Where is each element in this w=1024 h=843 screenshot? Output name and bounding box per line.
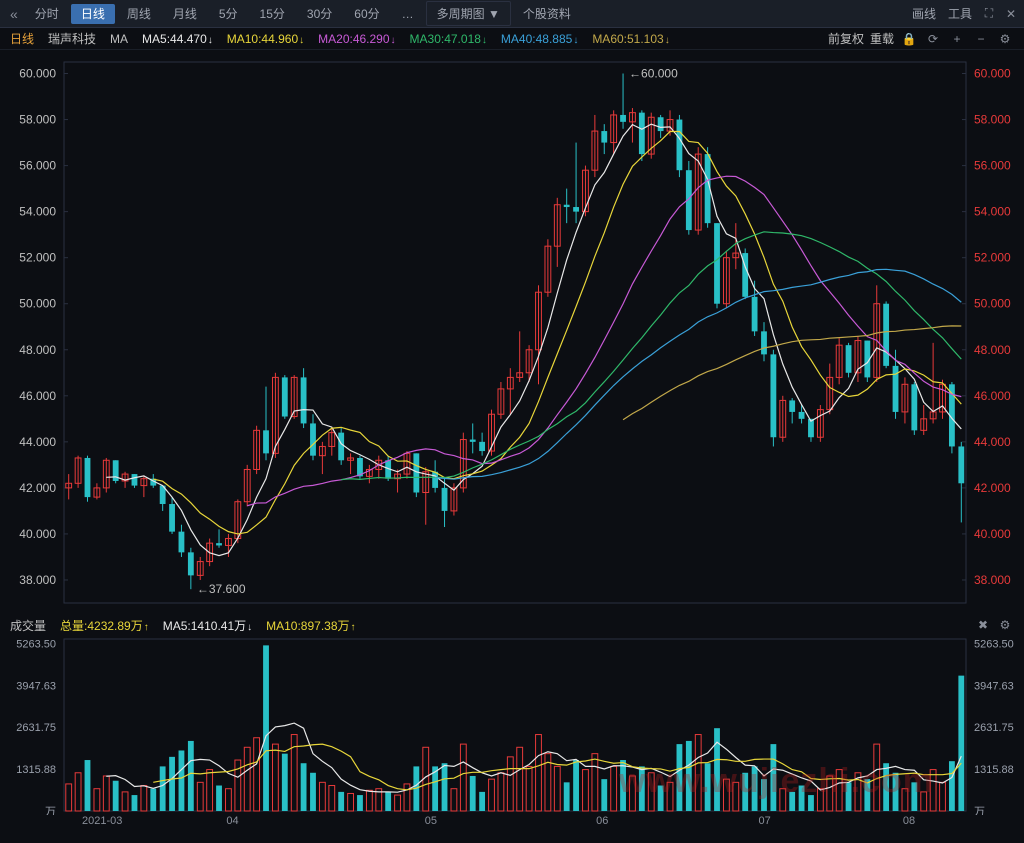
period-tab-1[interactable]: 日线 bbox=[71, 4, 115, 24]
fullscreen-icon[interactable]: ⛶ bbox=[980, 5, 998, 23]
ma30-value: MA30:47.018 bbox=[410, 32, 487, 46]
ma-label: MA bbox=[110, 32, 128, 46]
period-tab-7[interactable]: 60分 bbox=[344, 4, 389, 24]
svg-text:44.000: 44.000 bbox=[974, 435, 1011, 449]
svg-text:48.000: 48.000 bbox=[974, 343, 1011, 357]
svg-text:52.000: 52.000 bbox=[974, 251, 1011, 265]
volume-ma10: MA10:897.38万 bbox=[266, 617, 355, 634]
svg-text:48.000: 48.000 bbox=[19, 343, 56, 357]
svg-text:2631.75: 2631.75 bbox=[974, 722, 1014, 734]
svg-text:46.000: 46.000 bbox=[974, 389, 1011, 403]
svg-text:50.000: 50.000 bbox=[974, 297, 1011, 311]
stock-name: 瑞声科技 bbox=[48, 30, 96, 47]
ma20-value: MA20:46.290 bbox=[318, 32, 395, 46]
time-axis: 2021-03 04 05 06 07 08 bbox=[0, 815, 1024, 833]
svg-text:38.000: 38.000 bbox=[19, 573, 56, 587]
svg-text:52.000: 52.000 bbox=[19, 251, 56, 265]
period-toolbar: « 分时日线周线月线5分15分30分60分… 多周期图 ▼ 个股资料 画线 工具… bbox=[0, 0, 1024, 28]
svg-text:←37.600: ←37.600 bbox=[197, 582, 246, 596]
svg-text:60.000: 60.000 bbox=[19, 67, 56, 81]
xaxis-tick: 05 bbox=[425, 815, 437, 827]
svg-text:58.000: 58.000 bbox=[974, 113, 1011, 127]
close-icon[interactable]: ✕ bbox=[1002, 5, 1020, 23]
volume-chart[interactable]: 万 万 1315.88 1315.88 2631.75 2631.75 3947.63 394… bbox=[0, 635, 1024, 815]
svg-text:万: 万 bbox=[974, 806, 985, 815]
svg-text:56.000: 56.000 bbox=[19, 159, 56, 173]
reload-button[interactable]: 重载 bbox=[870, 30, 894, 47]
ma10-value: MA10:44.960 bbox=[227, 32, 304, 46]
period-tab-8[interactable]: … bbox=[392, 4, 424, 24]
svg-text:3947.63: 3947.63 bbox=[974, 680, 1014, 692]
multi-period-dropdown[interactable]: 多周期图 ▼ bbox=[426, 1, 511, 26]
svg-text:46.000: 46.000 bbox=[19, 389, 56, 403]
svg-text:54.000: 54.000 bbox=[19, 205, 56, 219]
zoom-out-icon[interactable]: − bbox=[972, 30, 990, 48]
indicator-info-bar: 日线 瑞声科技 MA MA5:44.470 MA10:44.960 MA20:4… bbox=[0, 28, 1024, 50]
svg-text:40.000: 40.000 bbox=[974, 527, 1011, 541]
svg-text:54.000: 54.000 bbox=[974, 205, 1011, 219]
period-tab-0[interactable]: 分时 bbox=[25, 4, 69, 24]
lock-icon[interactable]: 🔒 bbox=[900, 30, 918, 48]
svg-text:60.000: 60.000 bbox=[974, 67, 1011, 81]
price-adjust-label[interactable]: 前复权 bbox=[828, 30, 864, 47]
nav-back-icon[interactable]: « bbox=[4, 6, 24, 22]
xaxis-tick: 06 bbox=[596, 815, 608, 827]
xaxis-tick: 07 bbox=[759, 815, 771, 827]
xaxis-tick: 04 bbox=[226, 815, 238, 827]
kline-type-label: 日线 bbox=[10, 30, 34, 47]
ma60-value: MA60:51.103 bbox=[592, 32, 669, 46]
vol-close-icon[interactable]: ✖ bbox=[974, 616, 992, 634]
vol-settings-icon[interactable]: ⚙ bbox=[996, 616, 1014, 634]
tools-menu[interactable]: 工具 bbox=[944, 5, 976, 22]
volume-total: 总量:4232.89万 bbox=[60, 617, 149, 634]
svg-text:万: 万 bbox=[45, 806, 56, 815]
svg-text:38.000: 38.000 bbox=[974, 573, 1011, 587]
svg-text:56.000: 56.000 bbox=[974, 159, 1011, 173]
volume-info-bar: 成交量 总量:4232.89万 MA5:1410.41万 MA10:897.38… bbox=[0, 615, 1024, 635]
ma5-value: MA5:44.470 bbox=[142, 32, 213, 46]
period-tab-4[interactable]: 5分 bbox=[209, 4, 248, 24]
draw-tool[interactable]: 画线 bbox=[908, 5, 940, 22]
svg-text:←60.000: ←60.000 bbox=[629, 67, 678, 81]
svg-text:1315.88: 1315.88 bbox=[974, 764, 1014, 776]
period-tab-5[interactable]: 15分 bbox=[250, 4, 295, 24]
xaxis-tick: 2021-03 bbox=[82, 815, 122, 827]
svg-text:2631.75: 2631.75 bbox=[16, 722, 56, 734]
svg-text:58.000: 58.000 bbox=[19, 113, 56, 127]
svg-text:50.000: 50.000 bbox=[19, 297, 56, 311]
zoom-in-icon[interactable]: + bbox=[948, 30, 966, 48]
volume-ma5: MA5:1410.41万 bbox=[163, 617, 252, 634]
svg-text:42.000: 42.000 bbox=[19, 481, 56, 495]
svg-text:44.000: 44.000 bbox=[19, 435, 56, 449]
volume-label: 成交量 bbox=[10, 617, 46, 634]
refresh-icon[interactable]: ⟳ bbox=[924, 30, 942, 48]
svg-text:42.000: 42.000 bbox=[974, 481, 1011, 495]
svg-text:5263.50: 5263.50 bbox=[974, 638, 1014, 650]
svg-text:1315.88: 1315.88 bbox=[16, 764, 56, 776]
svg-text:3947.63: 3947.63 bbox=[16, 680, 56, 692]
ma40-value: MA40:48.885 bbox=[501, 32, 578, 46]
xaxis-tick: 08 bbox=[903, 815, 915, 827]
period-tab-2[interactable]: 周线 bbox=[117, 4, 161, 24]
settings-icon[interactable]: ⚙ bbox=[996, 30, 1014, 48]
svg-text:40.000: 40.000 bbox=[19, 527, 56, 541]
stock-info-button[interactable]: 个股资料 bbox=[513, 2, 581, 25]
price-chart[interactable]: 38.000 38.000 40.000 40.000 42.000 42.000 44.0… bbox=[0, 50, 1024, 615]
period-tab-3[interactable]: 月线 bbox=[163, 4, 207, 24]
svg-text:5263.50: 5263.50 bbox=[16, 638, 56, 650]
period-tab-6[interactable]: 30分 bbox=[297, 4, 342, 24]
